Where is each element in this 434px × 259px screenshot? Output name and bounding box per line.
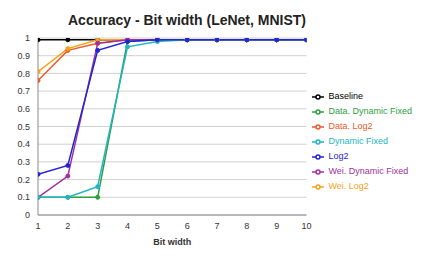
svg-text:0.2: 0.2 — [17, 175, 30, 185]
svg-text:0.8: 0.8 — [17, 69, 30, 79]
svg-text:0: 0 — [25, 210, 30, 220]
svg-text:0.1: 0.1 — [17, 192, 30, 202]
svg-text:0.6: 0.6 — [17, 104, 30, 114]
svg-text:6: 6 — [185, 221, 190, 231]
svg-text:7: 7 — [214, 221, 219, 231]
svg-text:0.5: 0.5 — [17, 122, 30, 132]
svg-text:1: 1 — [25, 33, 30, 43]
svg-text:1: 1 — [35, 221, 40, 231]
svg-text:3: 3 — [95, 221, 100, 231]
svg-text:8: 8 — [244, 221, 249, 231]
svg-text:0.7: 0.7 — [17, 86, 30, 96]
html-text:Wei. Log2: Wei. Log2 — [328, 181, 369, 191]
html-text:Baseline: Baseline — [328, 91, 363, 101]
svg-text:0.9: 0.9 — [17, 51, 30, 61]
svg-text:10: 10 — [301, 221, 311, 231]
html-text:Data. Dynamic Fixed: Data. Dynamic Fixed — [328, 106, 412, 116]
html-text:Wei. Dynamic Fixed: Wei. Dynamic Fixed — [328, 166, 409, 176]
html-text:Data. Log2: Data. Log2 — [328, 121, 373, 131]
html-text:Accuracy - Bit width (LeNet, M: Accuracy - Bit width (LeNet, MNIST) — [68, 12, 306, 28]
html-text:Dynamic Fixed: Dynamic Fixed — [328, 136, 388, 146]
svg-text:9: 9 — [274, 221, 279, 231]
svg-text:2: 2 — [65, 221, 70, 231]
svg-text:0.4: 0.4 — [17, 139, 30, 149]
svg-text:5: 5 — [155, 221, 160, 231]
svg-text:0.3: 0.3 — [17, 157, 30, 167]
svg-text:Bit width: Bit width — [153, 237, 191, 247]
svg-text:4: 4 — [125, 221, 130, 231]
html-text:Log2: Log2 — [328, 151, 349, 161]
